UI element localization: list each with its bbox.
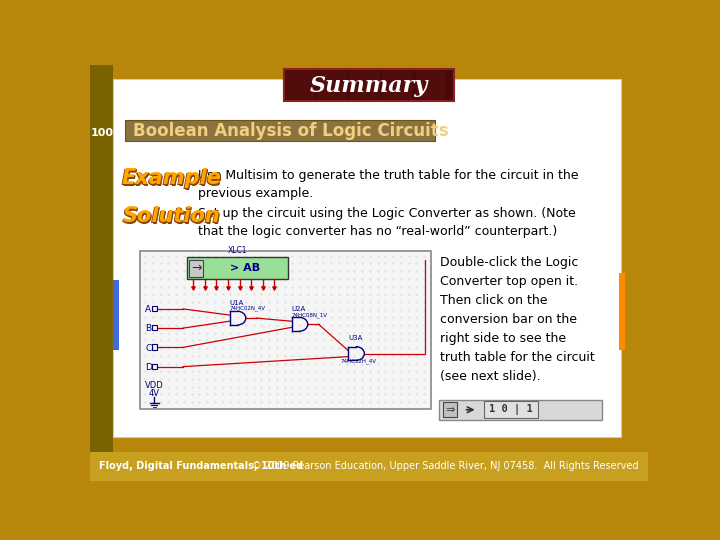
Text: 4V: 4V: [149, 389, 160, 398]
Text: Summary: Summary: [310, 75, 428, 97]
Text: Floyd, Digital Fundamentals, 10th ed: Floyd, Digital Fundamentals, 10th ed: [99, 461, 303, 471]
Text: ⇒: ⇒: [445, 405, 454, 415]
Text: © 2009 Pearson Education, Upper Saddle River, NJ 07458.  All Rights Reserved: © 2009 Pearson Education, Upper Saddle R…: [252, 461, 639, 471]
Text: Solution: Solution: [122, 207, 220, 227]
Text: VDD: VDD: [145, 381, 163, 390]
Text: Example: Example: [121, 169, 220, 189]
Text: Boolean Analysis of Logic Circuits: Boolean Analysis of Logic Circuits: [132, 122, 449, 140]
Text: 74HC32H_4V: 74HC32H_4V: [341, 358, 377, 364]
Text: > AB: > AB: [230, 263, 260, 273]
Text: →: →: [191, 261, 202, 274]
Bar: [484, 401, 538, 418]
Bar: [125, 120, 435, 141]
Bar: [152, 363, 158, 369]
Bar: [113, 79, 621, 437]
Text: C: C: [145, 343, 151, 353]
Text: 74HC02N_4V: 74HC02N_4V: [230, 306, 266, 312]
Text: A: A: [145, 305, 151, 314]
Text: Example: Example: [122, 169, 222, 189]
Text: Double-click the Logic
Converter top open it.
Then click on the
conversion bar o: Double-click the Logic Converter top ope…: [441, 256, 595, 383]
Bar: [113, 280, 120, 350]
Bar: [90, 452, 648, 481]
Text: Set up the circuit using the Logic Converter as shown. (Note
that the logic conv: Set up the circuit using the Logic Conve…: [199, 207, 576, 238]
Bar: [443, 402, 456, 417]
Bar: [618, 273, 625, 350]
Bar: [140, 251, 431, 409]
Bar: [285, 70, 315, 99]
Text: Solution: Solution: [122, 206, 220, 226]
Text: Solution: Solution: [124, 208, 222, 228]
Bar: [187, 257, 287, 279]
Text: Solution: Solution: [123, 207, 221, 227]
Bar: [152, 306, 158, 311]
Bar: [415, 70, 445, 99]
Bar: [189, 260, 203, 276]
Bar: [284, 69, 454, 101]
Bar: [90, 65, 113, 481]
Text: U2A: U2A: [292, 306, 306, 312]
Bar: [351, 70, 380, 99]
Bar: [438, 400, 601, 420]
Text: 74HC08N_1V: 74HC08N_1V: [292, 312, 328, 318]
Text: Example: Example: [123, 170, 223, 190]
Text: B: B: [145, 325, 151, 333]
Text: 1 0 | 1: 1 0 | 1: [489, 404, 533, 415]
Text: XLC1: XLC1: [228, 246, 247, 255]
Bar: [152, 345, 158, 350]
Text: Use Multisim to generate the truth table for the circuit in the
previous example: Use Multisim to generate the truth table…: [199, 168, 579, 200]
Text: Example: Example: [122, 168, 221, 188]
Bar: [625, 65, 648, 481]
Text: U3A: U3A: [348, 335, 362, 341]
Text: U1A: U1A: [230, 300, 244, 306]
Bar: [318, 70, 347, 99]
Bar: [152, 325, 158, 330]
Bar: [383, 70, 413, 99]
Text: 100: 100: [91, 127, 114, 138]
Text: D: D: [145, 363, 152, 372]
